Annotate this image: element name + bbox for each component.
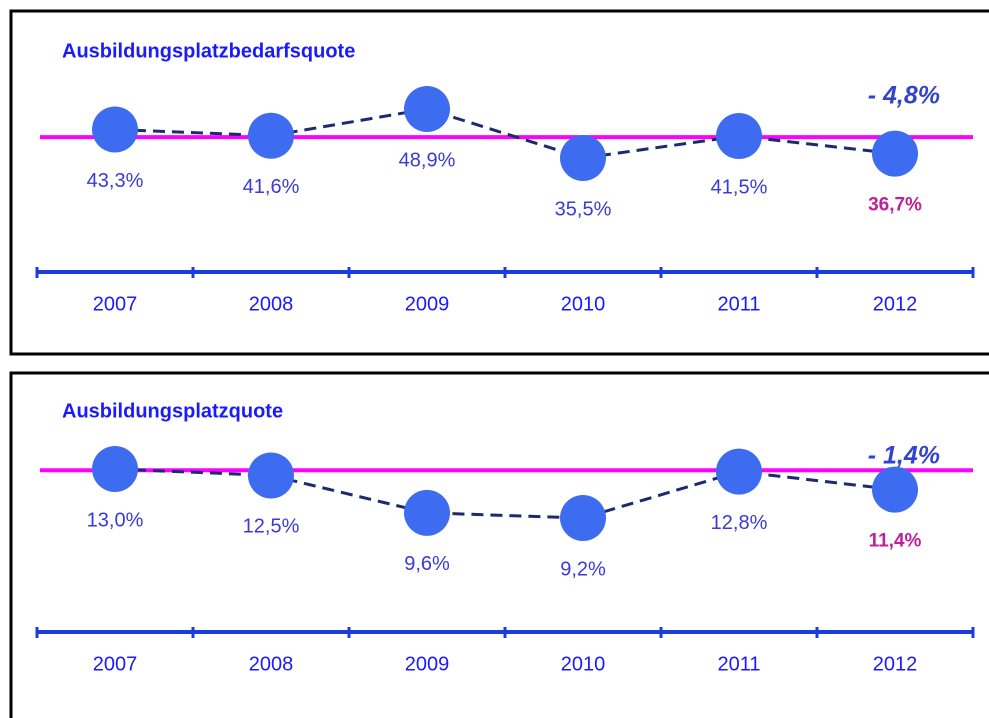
x-tick-label: 2007 <box>93 293 138 315</box>
x-tick-label: 2011 <box>717 293 760 315</box>
data-label: 41,5% <box>711 176 768 198</box>
annotation: - 1,4% <box>868 442 940 470</box>
chart-title: Ausbildungsplatzquote <box>62 400 283 422</box>
data-point <box>248 452 294 499</box>
data-point <box>92 446 138 492</box>
data-point <box>404 489 450 536</box>
data-label: 12,5% <box>243 516 300 538</box>
data-point <box>560 135 606 181</box>
x-tick-label: 2012 <box>873 293 918 315</box>
data-label: 11,4% <box>869 531 922 552</box>
data-label: 41,6% <box>243 176 300 198</box>
x-tick-label: 2008 <box>249 653 294 675</box>
panel-frame <box>9 371 989 718</box>
x-tick-label: 2009 <box>405 653 450 675</box>
data-line <box>114 467 896 520</box>
data-point <box>716 448 762 495</box>
data-point <box>404 86 450 132</box>
data-point <box>872 130 918 177</box>
data-line <box>114 107 896 160</box>
data-label: 36,7% <box>868 195 922 216</box>
data-label: 9,6% <box>404 553 450 575</box>
x-tick-label: 2008 <box>249 293 294 315</box>
data-point <box>92 106 138 153</box>
data-point <box>716 113 762 160</box>
data-label: 12,8% <box>711 512 768 534</box>
annotation: - 4,8% <box>868 82 940 110</box>
x-tick-label: 2012 <box>873 653 918 675</box>
panel-frame <box>9 9 989 356</box>
data-point <box>248 112 294 159</box>
x-tick-label: 2010 <box>561 653 606 675</box>
data-label: 48,9% <box>399 149 456 171</box>
x-tick-label: 2007 <box>93 653 138 675</box>
x-tick-label: 2010 <box>561 293 606 315</box>
data-label: 13,0% <box>87 509 144 531</box>
data-label: 43,3% <box>87 170 144 192</box>
x-tick-label: 2009 <box>405 293 450 315</box>
chart-title: Ausbildungsplatzbedarfsquote <box>62 40 355 62</box>
data-point <box>560 495 606 541</box>
data-label: 9,2% <box>560 558 606 580</box>
x-tick-label: 2011 <box>717 653 760 675</box>
data-label: 35,5% <box>555 198 612 220</box>
data-point <box>872 466 918 513</box>
